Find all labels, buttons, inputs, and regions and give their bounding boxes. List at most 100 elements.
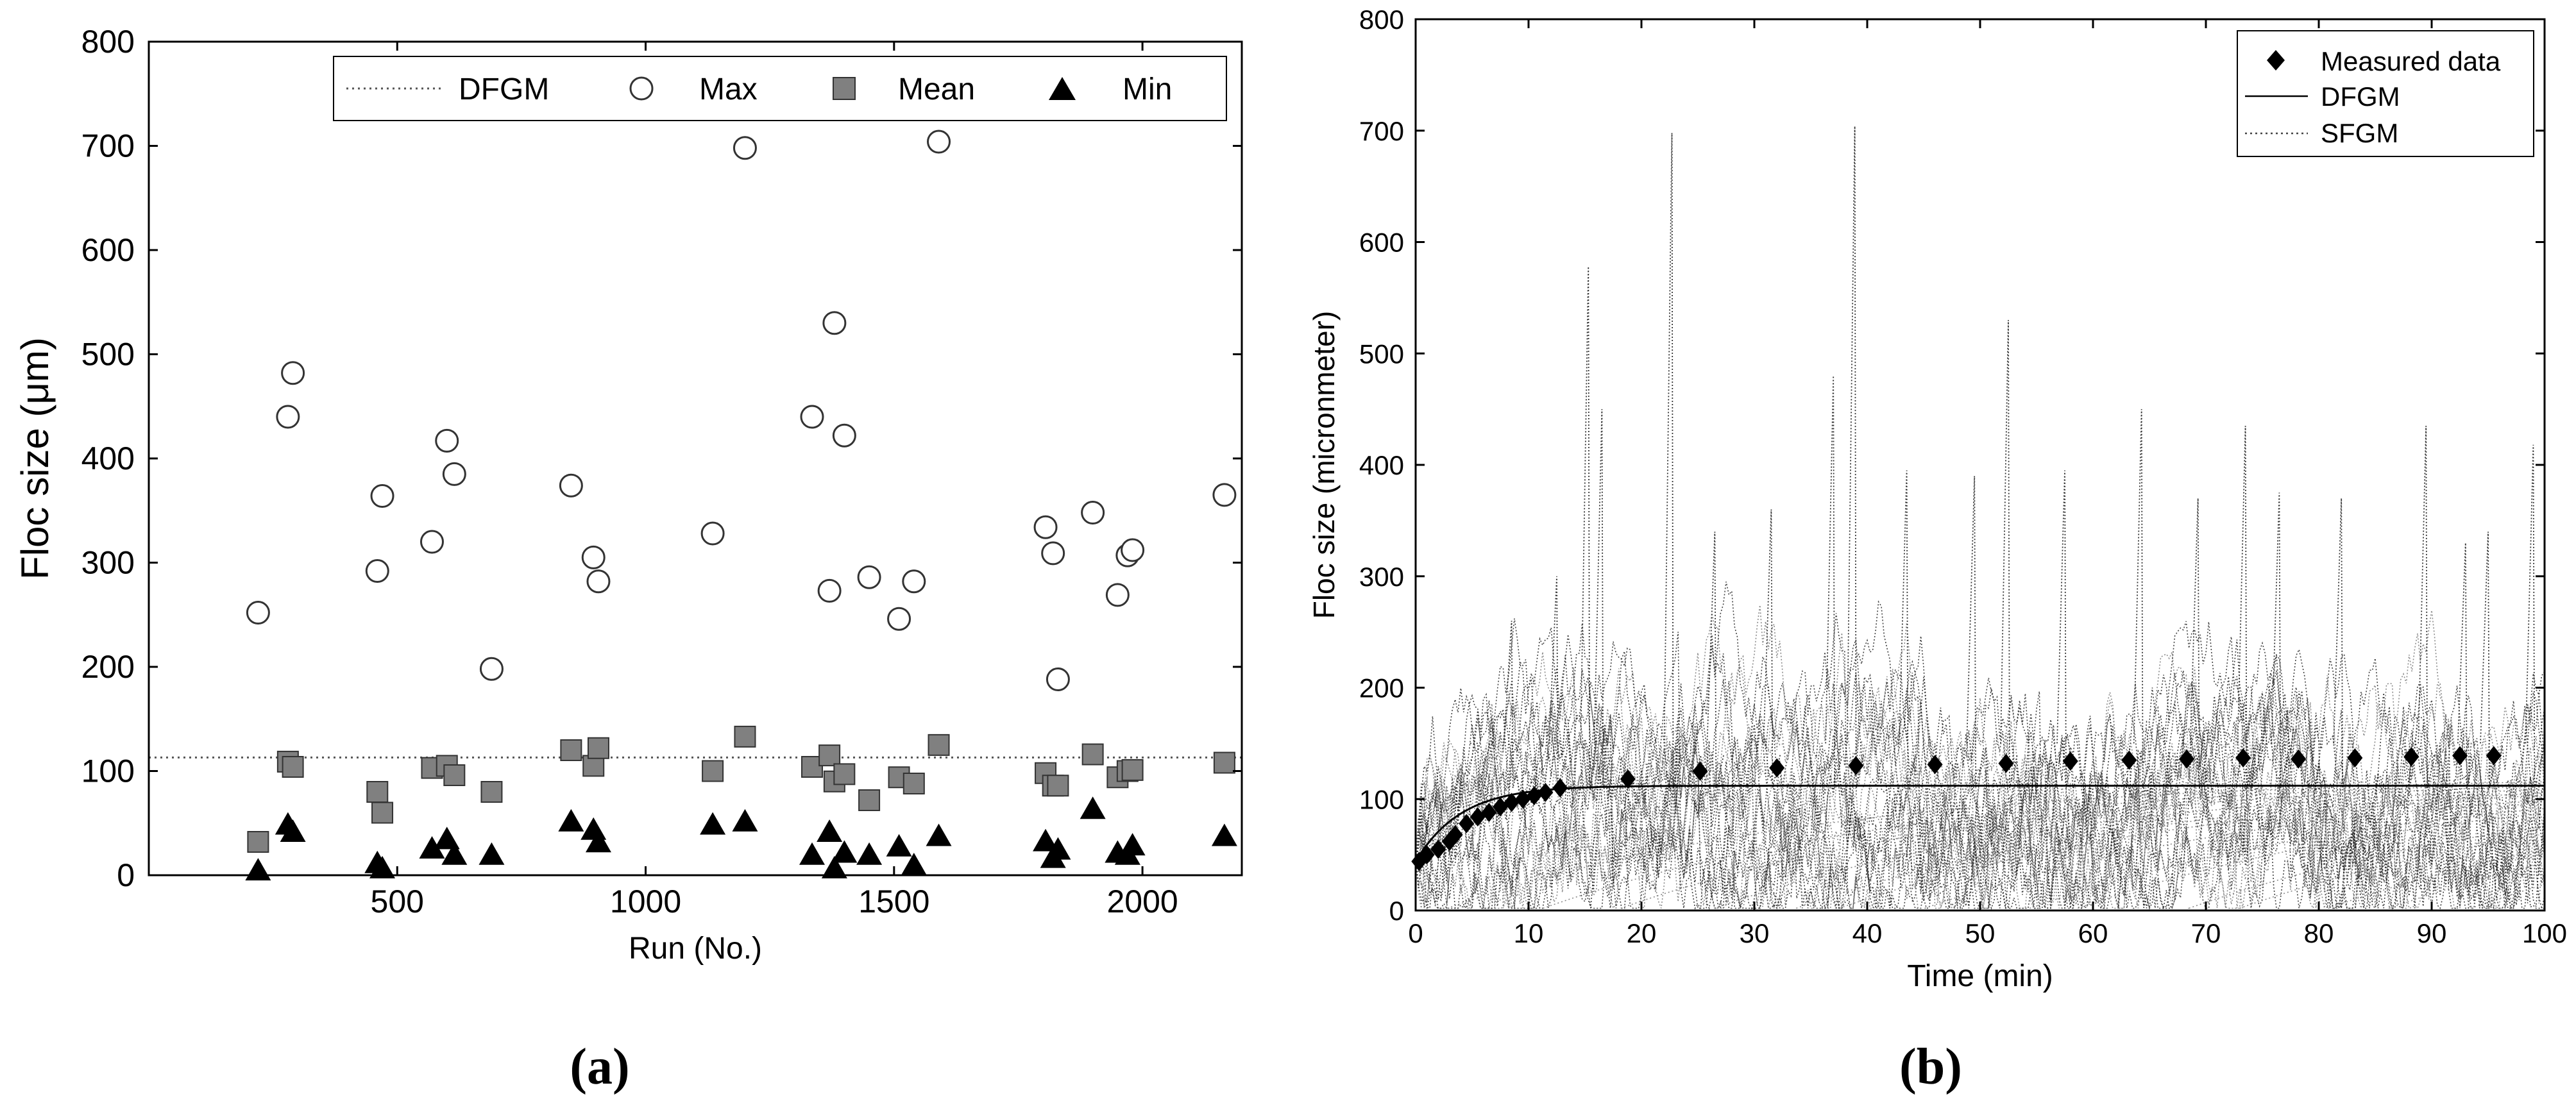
chart-a-max-point bbox=[800, 405, 824, 429]
chart-b-measured-point bbox=[2403, 747, 2419, 767]
chart-a-min-point bbox=[580, 817, 607, 840]
chart-b-sfgm-trace bbox=[1415, 623, 2545, 910]
chart-b-sfgm-regrowth bbox=[2029, 808, 2544, 909]
chart-b-x-tick-label: 60 bbox=[2078, 918, 2108, 948]
chart-a-y-tick-label: 200 bbox=[81, 649, 135, 685]
chart-a-min-point bbox=[1033, 828, 1059, 852]
chart-b-sfgm-peak bbox=[2237, 426, 2255, 789]
chart-b-sfgm-regrowth bbox=[1795, 793, 2542, 909]
chart-b-sfgm-peak bbox=[1966, 476, 1985, 789]
chart-a-mean-point bbox=[734, 725, 756, 748]
chart-b-sfgm-regrowth bbox=[1446, 781, 2543, 909]
chart-a-max-point bbox=[700, 521, 725, 546]
chart-a-max-point bbox=[479, 657, 504, 681]
chart-b-legend: Measured data DFGM SFGM bbox=[2237, 30, 2534, 157]
chart-a-legend: DFGM Max Mean Min bbox=[333, 56, 1227, 121]
chart-b-x-axis-label: Time (min) bbox=[1907, 959, 2053, 993]
chart-b: 0 100 200 300 400 500 600 700 800 0 10 20 30 40 50 60 70… bbox=[1307, 4, 2567, 1095]
chart-a-legend-min-label: Min bbox=[1123, 72, 1172, 106]
chart-b-sfgm-peak bbox=[1825, 375, 1843, 789]
chart-b-sfgm-peak bbox=[2271, 492, 2289, 789]
chart-b-sfgm-trace bbox=[1415, 618, 2545, 910]
chart-b-measured-point bbox=[1493, 797, 1508, 817]
chart-b-x-tick-label: 0 bbox=[1408, 918, 1423, 948]
chart-b-measured-point bbox=[1515, 789, 1531, 809]
chart-a-min-point bbox=[926, 823, 952, 846]
chart-a-mean-point bbox=[702, 760, 724, 782]
chart-b-sfgm-trace bbox=[1415, 582, 2545, 910]
chart-b-legend-sfgm-label: SFGM bbox=[2321, 118, 2398, 148]
chart-b-sfgm-regrowth bbox=[1839, 794, 2540, 909]
chart-a-legend-max-swatch bbox=[629, 76, 654, 101]
chart-b-sfgm-regrowth bbox=[2470, 884, 2545, 909]
chart-b-measured-point bbox=[1430, 839, 1446, 859]
chart-a-x-tick-label: 1500 bbox=[858, 884, 929, 919]
chart-a-mean-point bbox=[247, 831, 269, 853]
chart-b-x-tick-label: 10 bbox=[1514, 918, 1544, 948]
chart-a-mean-point bbox=[1047, 775, 1069, 797]
chart-b-legend-dfgm-label: DFGM bbox=[2321, 81, 2400, 112]
chart-a-mean-point bbox=[587, 737, 609, 759]
chart-b-panel-label: (b) bbox=[1899, 1039, 1962, 1095]
chart-a-min-point bbox=[821, 855, 847, 878]
chart-b-sfgm-peak bbox=[1898, 470, 1917, 789]
chart-a-y-axis-label: Floc size (μm) bbox=[13, 337, 56, 580]
chart-a-max-point bbox=[1041, 541, 1065, 566]
chart-b-measured-point bbox=[1692, 761, 1708, 781]
chart-b-sfgm-regrowth bbox=[1620, 785, 2541, 909]
chart-b-legend-measured-label: Measured data bbox=[2321, 46, 2501, 76]
chart-b-sfgm-trace bbox=[1415, 656, 2545, 910]
chart-a-panel-label: (a) bbox=[570, 1039, 629, 1095]
chart-a-max-point bbox=[276, 405, 300, 429]
chart-b-series-layer bbox=[1411, 126, 2545, 910]
chart-a: 0 100 200 300 400 500 600 700 800 500 1000 1500 2000… bbox=[13, 24, 1243, 1095]
chart-b-sfgm-regrowth bbox=[2077, 813, 2541, 909]
chart-a-min-point bbox=[434, 826, 460, 850]
chart-a-legend-mean-label: Mean bbox=[898, 72, 975, 106]
chart-a-max-point bbox=[586, 569, 611, 594]
chart-b-sfgm-regrowth bbox=[1543, 783, 2543, 909]
chart-a-max-point bbox=[442, 462, 466, 486]
chart-b-measured-point bbox=[2121, 750, 2137, 770]
chart-a-mean-point bbox=[833, 763, 856, 785]
chart-a-max-point bbox=[733, 136, 757, 160]
chart-b-y-tick-label: 300 bbox=[1359, 562, 1404, 592]
chart-b-measured-point bbox=[1447, 825, 1463, 844]
chart-b-measured-point bbox=[2486, 746, 2502, 766]
chart-a-mean-point bbox=[443, 764, 466, 786]
chart-a-y-tick-label: 700 bbox=[81, 128, 135, 164]
chart-b-sfgm-trace bbox=[1415, 664, 2545, 910]
chart-b-sfgm-peak bbox=[2133, 409, 2151, 789]
chart-b-ticks: 0 100 200 300 400 500 600 700 800 0 10 20 30 40 50 60 70… bbox=[1359, 4, 2567, 948]
chart-b-legend-measured-swatch bbox=[2267, 50, 2285, 71]
chart-b-measured-point bbox=[1552, 778, 1568, 798]
chart-a-mean-point bbox=[371, 801, 394, 824]
chart-a-max-point bbox=[1081, 501, 1105, 524]
chart-a-min-point bbox=[419, 836, 445, 859]
chart-a-max-point bbox=[887, 607, 911, 631]
chart-b-measured-point bbox=[2452, 746, 2468, 766]
chart-a-min-point bbox=[585, 830, 611, 853]
chart-a-min-point bbox=[441, 842, 468, 865]
chart-a-x-tick-label: 1000 bbox=[610, 884, 681, 919]
chart-b-x-tick-label: 90 bbox=[2417, 918, 2447, 948]
chart-a-min-point bbox=[831, 840, 858, 863]
chart-a-max-point bbox=[857, 565, 881, 589]
chart-b-legend-box bbox=[2237, 30, 2534, 157]
chart-b-sfgm-trace bbox=[1415, 675, 2545, 910]
chart-b-measured-point bbox=[2347, 748, 2363, 768]
chart-b-measured-point bbox=[1526, 786, 1542, 806]
chart-b-y-tick-label: 400 bbox=[1359, 450, 1404, 480]
chart-a-max-point bbox=[1046, 667, 1070, 691]
chart-b-y-tick-label: 700 bbox=[1359, 116, 1404, 146]
chart-a-max-point bbox=[817, 578, 842, 603]
chart-b-sfgm-peak bbox=[1503, 621, 1521, 789]
chart-b-measured-point bbox=[1459, 814, 1475, 834]
chart-b-sfgm-peak bbox=[2333, 498, 2351, 789]
chart-b-measured-point bbox=[1848, 756, 1864, 776]
chart-b-measured-point bbox=[1620, 769, 1636, 789]
chart-a-max-point bbox=[281, 361, 305, 385]
chart-b-sfgm-peak bbox=[1846, 126, 1865, 789]
chart-b-sfgm-peak bbox=[2000, 320, 2018, 789]
